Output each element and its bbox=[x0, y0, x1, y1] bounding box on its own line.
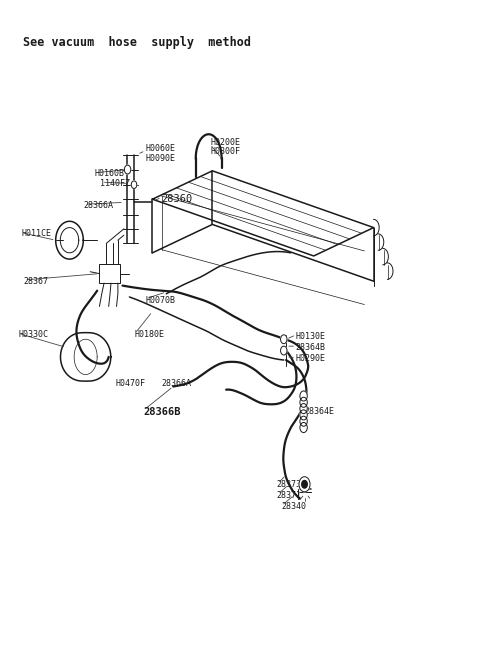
Circle shape bbox=[280, 335, 287, 344]
Text: 1140FZ: 1140FZ bbox=[100, 179, 130, 188]
Circle shape bbox=[124, 165, 131, 174]
Text: 28360: 28360 bbox=[162, 194, 193, 204]
Text: H0090E: H0090E bbox=[145, 154, 176, 163]
Text: H011CE: H011CE bbox=[21, 229, 51, 238]
Text: See vacuum  hose  supply  method: See vacuum hose supply method bbox=[24, 37, 252, 49]
Text: 28340: 28340 bbox=[281, 503, 306, 512]
Text: H0180E: H0180E bbox=[135, 330, 165, 339]
Circle shape bbox=[300, 391, 307, 401]
Circle shape bbox=[131, 181, 137, 189]
Text: 28364E: 28364E bbox=[304, 407, 335, 417]
Text: 28366A: 28366A bbox=[84, 201, 113, 210]
Circle shape bbox=[300, 416, 307, 426]
Circle shape bbox=[299, 477, 310, 492]
Text: 28371: 28371 bbox=[277, 491, 302, 500]
Text: H0160B: H0160B bbox=[95, 170, 125, 179]
Text: 28366B: 28366B bbox=[143, 407, 181, 417]
Text: 28366A: 28366A bbox=[162, 379, 192, 388]
Text: 28373: 28373 bbox=[277, 480, 302, 489]
Circle shape bbox=[302, 480, 307, 488]
Text: H0330C: H0330C bbox=[19, 330, 49, 339]
Text: H0470F: H0470F bbox=[116, 379, 145, 388]
Bar bbox=[99, 264, 120, 283]
Text: H0070B: H0070B bbox=[145, 296, 176, 305]
Text: 28367: 28367 bbox=[24, 277, 48, 286]
Text: H0060E: H0060E bbox=[145, 145, 176, 153]
Text: H0200E: H0200E bbox=[210, 138, 240, 147]
Text: 28364B: 28364B bbox=[295, 343, 325, 352]
Circle shape bbox=[300, 397, 307, 407]
Circle shape bbox=[300, 422, 307, 432]
Text: H0130E: H0130E bbox=[295, 332, 325, 340]
Circle shape bbox=[300, 410, 307, 420]
Text: H0290E: H0290E bbox=[295, 354, 325, 363]
Circle shape bbox=[300, 403, 307, 414]
Circle shape bbox=[280, 346, 287, 355]
Text: H0300F: H0300F bbox=[210, 147, 240, 156]
